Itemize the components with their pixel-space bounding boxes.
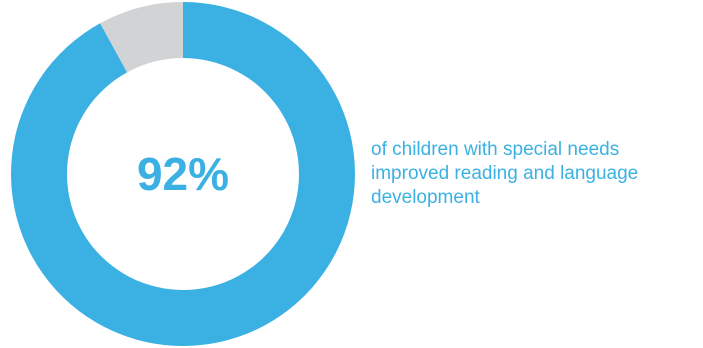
- caption: of children with special needs improved …: [371, 138, 691, 210]
- caption-line-2: improved reading and language: [371, 163, 639, 184]
- caption-line-1: of children with special needs: [371, 139, 620, 160]
- caption-line-3: development: [371, 187, 480, 208]
- donut-slice-main: [10, 2, 356, 347]
- donut-chart: [10, 2, 356, 347]
- donut-slice-remainder: [100, 2, 183, 73]
